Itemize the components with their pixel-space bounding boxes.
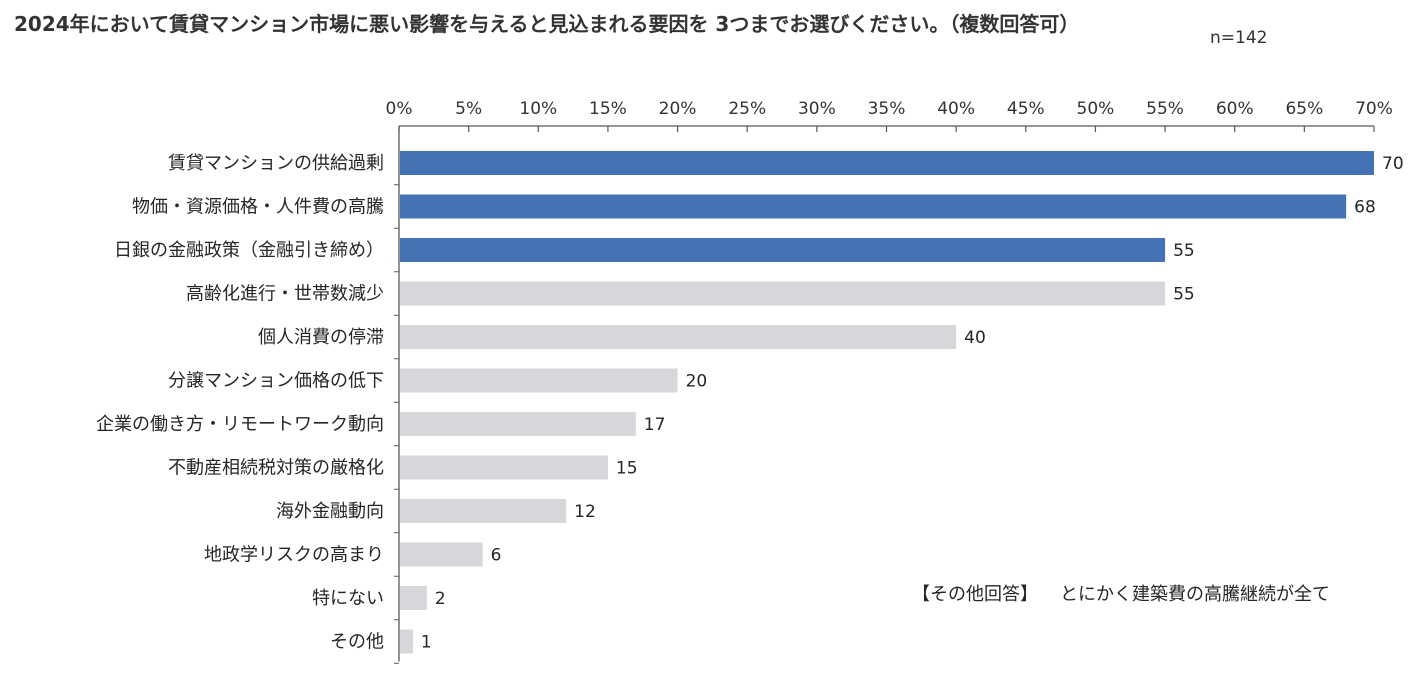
x-tick-label: 10% xyxy=(519,99,557,119)
category-label: 企業の働き方・リモートワーク動向 xyxy=(96,414,384,435)
data-label: 1 xyxy=(421,633,432,653)
x-tick-label: 20% xyxy=(659,99,697,119)
other-answer-note: 【その他回答】 とにかく建築費の高騰継続が全て xyxy=(912,580,1330,606)
category-label: 特にない xyxy=(312,588,384,609)
bar xyxy=(400,151,1374,175)
bar xyxy=(400,238,1166,262)
bar xyxy=(400,629,413,654)
category-label: 地政学リスクの高まり xyxy=(204,545,384,566)
data-label: 6 xyxy=(491,546,502,566)
bar xyxy=(400,281,1166,306)
category-label: 賃貸マンションの供給過剰 xyxy=(168,153,384,174)
x-tick-label: 15% xyxy=(589,99,627,119)
bar xyxy=(400,194,1347,219)
bar xyxy=(400,455,608,480)
bar xyxy=(400,542,483,567)
other-answer-text: とにかく建築費の高騰継続が全て xyxy=(1060,584,1330,605)
category-label: 個人消費の停滞 xyxy=(258,327,384,348)
data-label: 40 xyxy=(964,328,986,348)
x-tick-label: 60% xyxy=(1216,99,1254,119)
category-label: その他 xyxy=(330,632,384,653)
category-label: 物価・資源価格・人件費の高騰 xyxy=(132,197,384,218)
data-label: 12 xyxy=(574,502,596,522)
x-tick-label: 50% xyxy=(1077,99,1115,119)
data-label: 15 xyxy=(616,459,638,479)
category-label: 不動産相続税対策の厳格化 xyxy=(168,458,384,479)
category-label: 海外金融動向 xyxy=(276,501,384,522)
x-tick-label: 30% xyxy=(798,99,836,119)
data-label: 17 xyxy=(644,415,666,435)
bar xyxy=(400,412,636,436)
x-tick-label: 5% xyxy=(455,99,482,119)
x-tick-label: 35% xyxy=(868,99,906,119)
bar xyxy=(400,499,567,523)
x-tick-label: 70% xyxy=(1355,99,1393,119)
data-label: 2 xyxy=(435,589,446,609)
data-label: 70 xyxy=(1382,154,1404,174)
sample-size-label: n=142 xyxy=(1210,28,1268,48)
data-label: 20 xyxy=(686,372,708,392)
bar xyxy=(400,368,678,393)
bar xyxy=(400,325,957,349)
data-label: 68 xyxy=(1354,198,1376,218)
bar xyxy=(400,586,427,610)
other-answer-label: 【その他回答】 xyxy=(912,584,1038,605)
x-tick-label: 45% xyxy=(1007,99,1045,119)
x-tick-label: 40% xyxy=(937,99,975,119)
data-label: 55 xyxy=(1173,241,1195,261)
x-tick-label: 55% xyxy=(1146,99,1184,119)
x-tick-label: 0% xyxy=(386,99,413,119)
category-label: 高齢化進行・世帯数減少 xyxy=(186,284,384,305)
chart-title: 2024年において賃貸マンション市場に悪い影響を与えると見込まれる要因を 3つま… xyxy=(14,12,1080,36)
x-tick-label: 65% xyxy=(1285,99,1323,119)
category-label: 日銀の金融政策（金融引き締め） xyxy=(114,240,384,261)
data-label: 55 xyxy=(1173,285,1195,305)
category-label: 分譲マンション価格の低下 xyxy=(168,371,384,392)
x-tick-label: 25% xyxy=(728,99,766,119)
